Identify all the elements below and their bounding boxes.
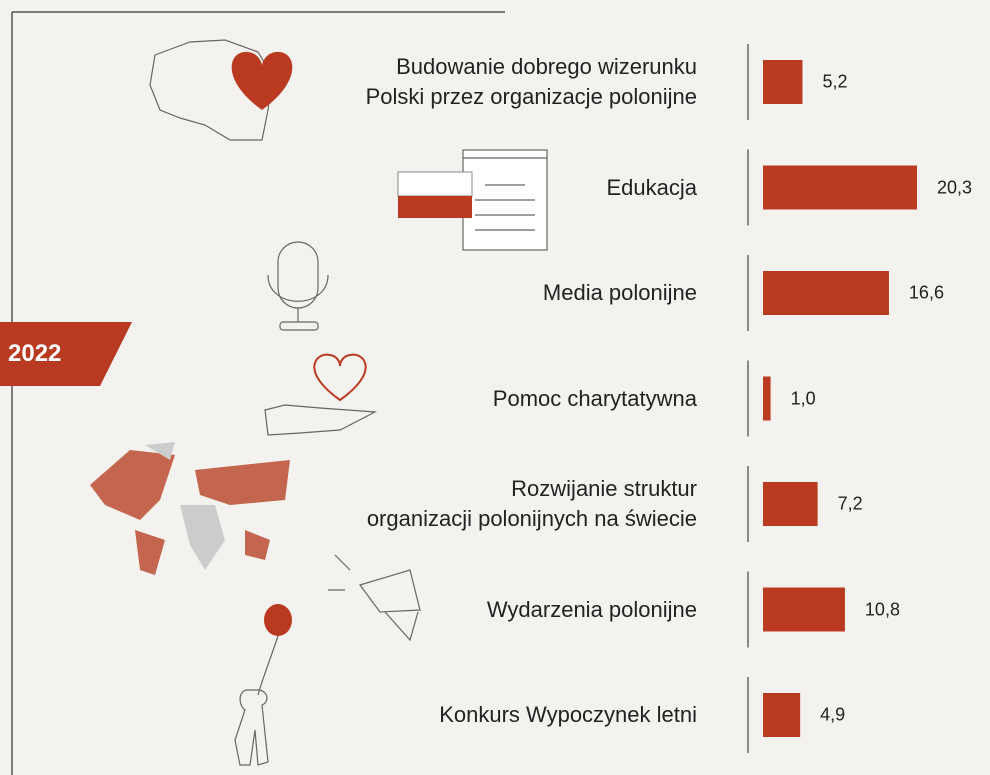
bar bbox=[763, 482, 818, 526]
badge bbox=[0, 322, 132, 386]
category-label: Rozwijanie struktur organizacji polonijn… bbox=[366, 476, 697, 531]
bar bbox=[763, 376, 771, 421]
category-label: Edukacja bbox=[606, 174, 697, 200]
badge-label: 2022 bbox=[8, 340, 62, 367]
value-label: 5,2 bbox=[822, 71, 848, 92]
bar bbox=[763, 693, 801, 737]
value-label: 1,0 bbox=[790, 388, 816, 408]
value-label: 7,2 bbox=[837, 493, 863, 514]
value-label: 16,6 bbox=[908, 282, 944, 303]
value-label: 4,9 bbox=[820, 704, 846, 725]
category-label: Konkurs Wypoczynek letni bbox=[439, 702, 697, 727]
value-label: 10,8 bbox=[864, 599, 900, 619]
category-label: Wydarzenia polonijne bbox=[486, 596, 697, 622]
bar bbox=[763, 60, 803, 104]
bar bbox=[763, 587, 845, 632]
icons bbox=[90, 39, 548, 766]
category-label: Pomoc charytatywna bbox=[492, 385, 697, 411]
bar bbox=[763, 271, 889, 315]
bar bbox=[763, 165, 917, 210]
value-label: 20,3 bbox=[937, 177, 973, 197]
category-label: Media polonijne bbox=[542, 280, 697, 305]
category-label: Budowanie dobrego wizerunku Polski przez… bbox=[365, 54, 697, 109]
frame bbox=[11, 11, 505, 775]
